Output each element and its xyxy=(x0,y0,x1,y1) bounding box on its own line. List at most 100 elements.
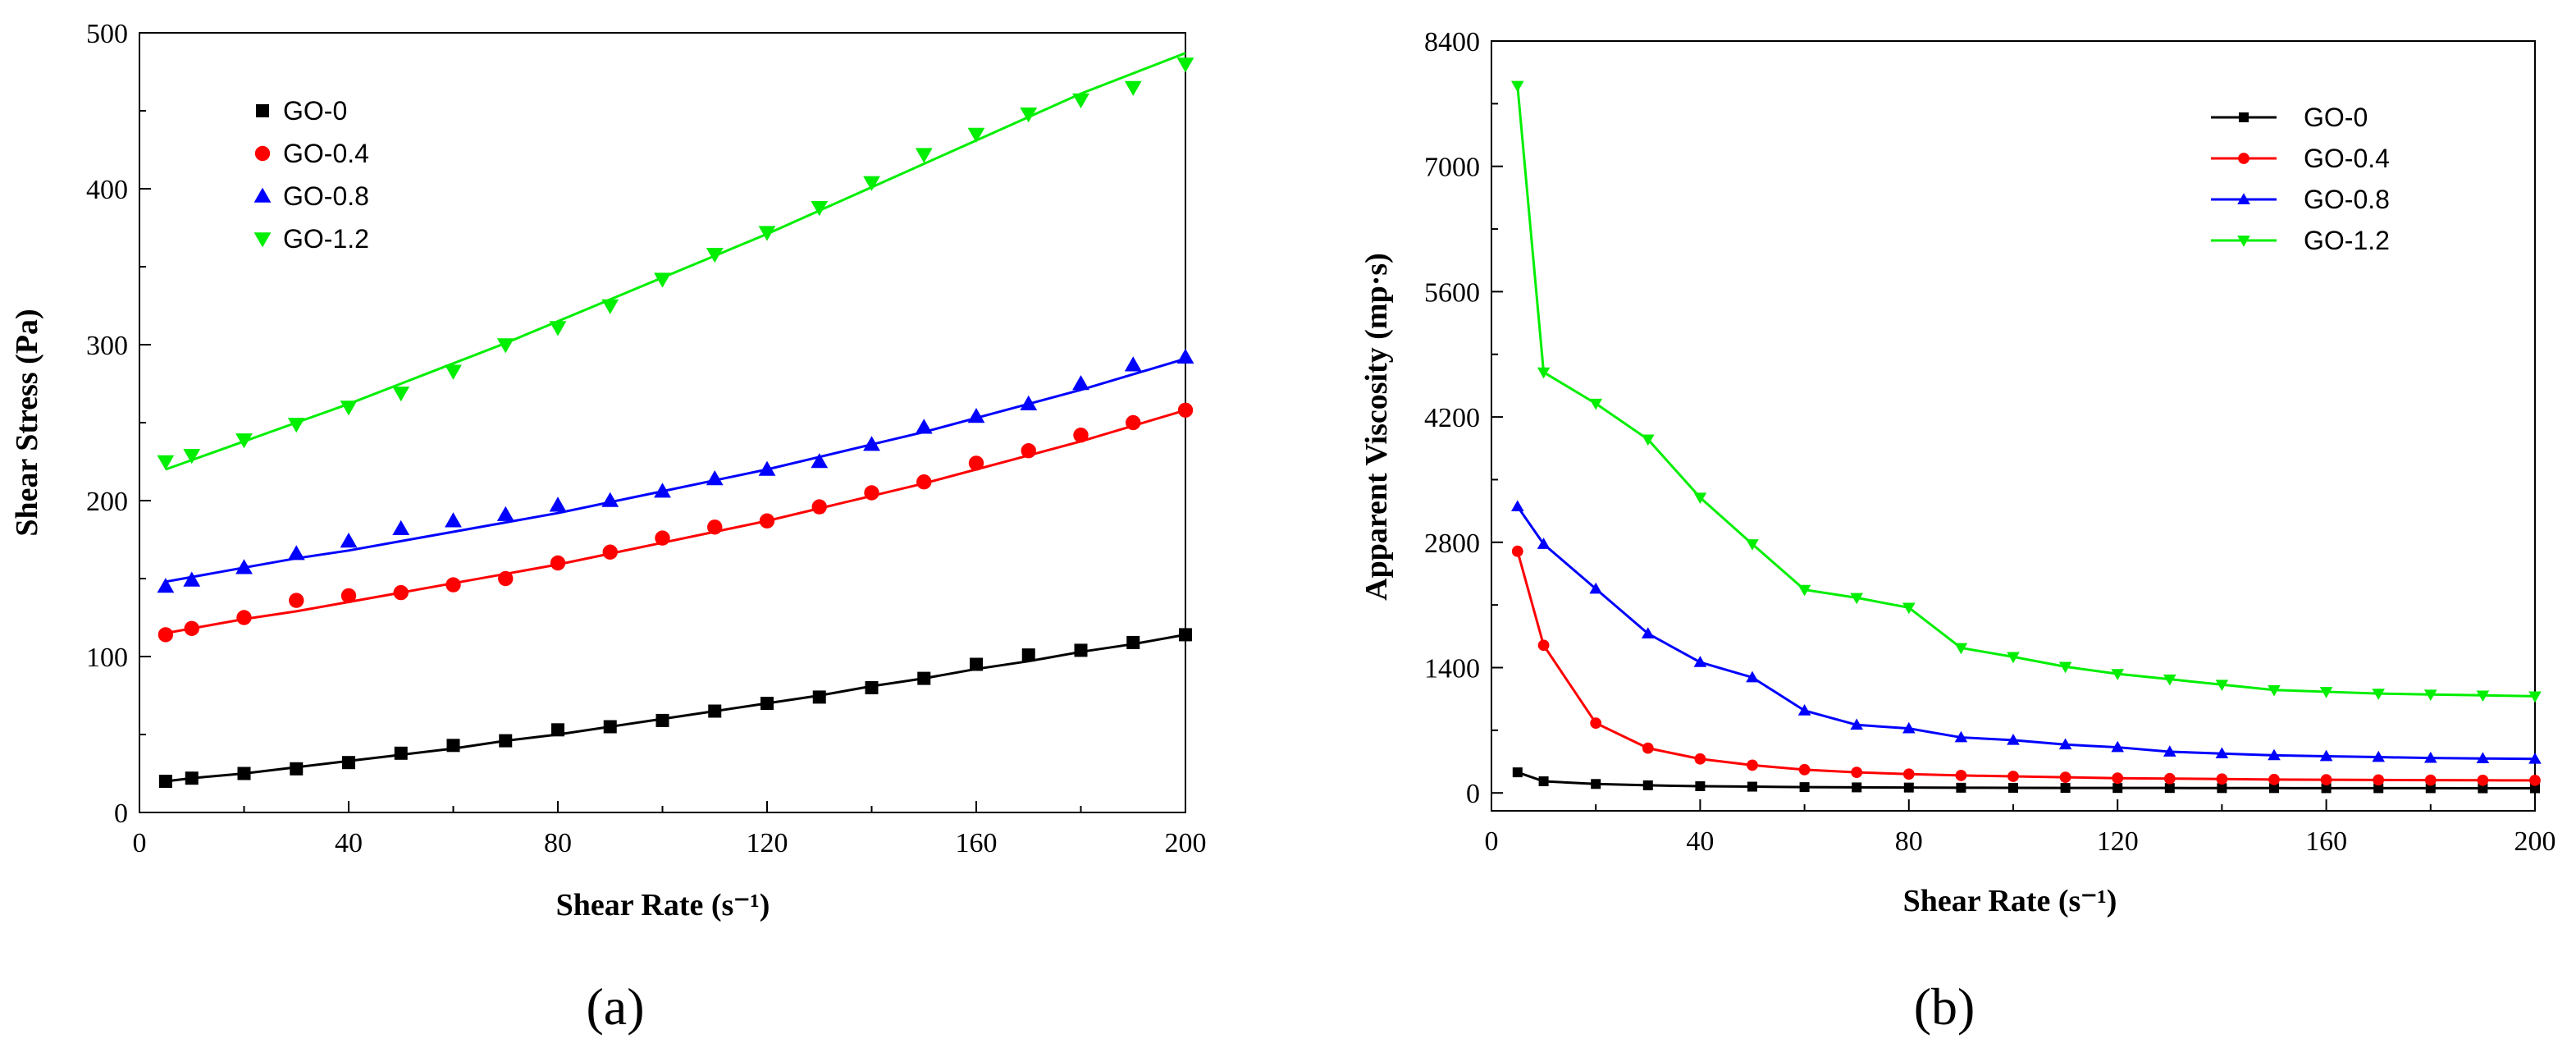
a-point-go-0-8 xyxy=(183,571,201,587)
b-y-tick-label: 7000 xyxy=(1424,153,1480,183)
b-point-go-1-2 xyxy=(2372,689,2385,700)
a-point-go-1-2 xyxy=(157,455,175,470)
a-point-go-0-8 xyxy=(654,483,671,498)
a-point-go-0-4 xyxy=(158,627,174,643)
a-point-go-0-4 xyxy=(759,513,775,529)
a-legend-label-go-0-8: GO-0.8 xyxy=(283,181,369,211)
b-point-go-0 xyxy=(2217,783,2227,794)
b-point-go-0-4 xyxy=(1537,639,1550,652)
b-point-go-0-8 xyxy=(2163,745,2176,757)
b-legend-marker-go-0-8 xyxy=(2237,193,2250,204)
b-point-go-1-2 xyxy=(2268,684,2281,697)
a-point-go-0-8 xyxy=(863,436,880,451)
a-point-go-0-4 xyxy=(184,620,199,636)
chart-b: 0 40 80 120 160 2000140028004200560070008400 … xyxy=(1359,27,2556,1036)
a-point-go-0 xyxy=(708,704,722,718)
b-point-go-0-8 xyxy=(1511,500,1524,512)
b-point-go-1-2 xyxy=(2111,669,2124,680)
b-point-go-0 xyxy=(1852,782,1862,793)
b-x-tick-label: 200 xyxy=(2514,826,2556,857)
b-point-go-1-2 xyxy=(1850,593,1863,605)
a-point-go-0-4 xyxy=(550,555,566,571)
a-point-go-0 xyxy=(917,671,931,685)
a-x-tick-label: 40 xyxy=(335,828,363,858)
a-point-go-0 xyxy=(603,720,617,734)
b-point-go-0-8 xyxy=(2528,752,2542,764)
b-x-tick-label: 160 xyxy=(2305,826,2347,857)
a-point-go-1-2 xyxy=(340,400,358,416)
b-point-go-0 xyxy=(2164,783,2175,794)
chart-b-panel-label: (b) xyxy=(1914,977,1975,1036)
a-point-go-0-4 xyxy=(811,499,827,515)
b-point-go-0 xyxy=(1642,780,1653,790)
a-point-go-0-8 xyxy=(496,506,514,521)
a-point-go-0-8 xyxy=(758,460,776,476)
b-point-go-0 xyxy=(2060,783,2071,794)
b-point-go-0 xyxy=(1903,782,1914,793)
b-point-go-0 xyxy=(2478,783,2488,794)
a-point-go-1-2 xyxy=(1072,93,1089,109)
a-point-go-0-4 xyxy=(236,610,252,625)
a-x-tick-label: 80 xyxy=(544,828,572,858)
a-point-go-0-4 xyxy=(1021,443,1036,459)
chart-a-y-axis-label: Shear Stress (Pa) xyxy=(10,309,44,536)
a-point-go-1-2 xyxy=(967,127,985,143)
b-point-go-0-8 xyxy=(1589,582,1602,594)
a-point-go-0-8 xyxy=(601,492,619,507)
b-point-go-0-8 xyxy=(1693,656,1707,667)
b-point-go-1-2 xyxy=(2058,661,2072,674)
a-point-go-1-2 xyxy=(1020,108,1038,123)
b-x-tick-label: 80 xyxy=(1895,826,1923,857)
b-x-tick-label: 40 xyxy=(1686,826,1714,857)
b-point-go-0-4 xyxy=(2007,771,2019,782)
b-y-tick-label: 2800 xyxy=(1424,529,1480,559)
a-legend-label-go-0: GO-0 xyxy=(283,96,347,126)
a-point-go-0 xyxy=(446,739,460,753)
a-point-go-0-4 xyxy=(498,570,514,587)
a-y-tick-label: 200 xyxy=(86,487,128,517)
chart-b-legend: GO-0 GO-0.4 GO-0.8 GO-1.2 xyxy=(2211,103,2390,255)
b-point-go-0-8 xyxy=(1537,538,1551,549)
a-point-go-0 xyxy=(1179,628,1192,642)
b-point-go-0-8 xyxy=(1642,627,1655,638)
b-point-go-1-2 xyxy=(1797,584,1811,597)
a-point-go-0-4 xyxy=(916,474,932,490)
b-legend-label-go-0-4: GO-0.4 xyxy=(2304,144,2390,173)
b-point-go-0-8 xyxy=(2476,752,2490,764)
b-point-go-0-4 xyxy=(1511,545,1523,557)
b-point-go-0-4 xyxy=(2059,771,2071,783)
a-point-go-0-8 xyxy=(706,470,724,486)
b-point-go-0 xyxy=(1956,782,1966,793)
a-point-go-0-4 xyxy=(602,544,618,560)
a-point-go-1-2 xyxy=(392,387,410,402)
b-point-go-0 xyxy=(1591,779,1601,789)
b-point-go-0 xyxy=(1695,781,1706,792)
b-y-tick-label: 8400 xyxy=(1424,27,1480,57)
a-fit-line-go-0-4 xyxy=(165,409,1186,634)
a-point-go-0 xyxy=(970,657,983,671)
b-point-go-1-2 xyxy=(1511,80,1524,93)
b-point-go-0-8 xyxy=(1746,670,1759,683)
a-legend-marker-go-0 xyxy=(256,104,269,117)
b-y-tick-label: 5600 xyxy=(1424,277,1480,308)
b-point-go-0 xyxy=(2373,783,2384,794)
b-point-go-0-8 xyxy=(2424,751,2437,763)
a-point-go-1-2 xyxy=(1176,57,1194,73)
chart-b-points xyxy=(1511,80,2542,794)
a-point-go-0-4 xyxy=(289,593,304,608)
chart-a: 0 40 80 120 160 200 0 100 200 300 400 500 GO-0 GO-0.… xyxy=(10,19,1207,1036)
b-y-tick-label: 1400 xyxy=(1424,653,1480,684)
a-point-go-0 xyxy=(1021,648,1035,662)
a-legend-label-go-1-2: GO-1.2 xyxy=(283,224,369,254)
b-point-go-0 xyxy=(1799,782,1810,793)
a-point-go-0-4 xyxy=(707,519,723,535)
b-point-go-0-8 xyxy=(2319,749,2333,762)
a-point-go-0-8 xyxy=(392,519,410,535)
a-x-tick-label: 0 xyxy=(133,828,147,858)
b-point-go-0-4 xyxy=(1642,742,1654,754)
a-y-tick-label: 100 xyxy=(86,643,128,673)
b-line-go-0-8 xyxy=(1516,506,2536,761)
b-point-go-0-4 xyxy=(2424,774,2437,786)
b-point-go-0 xyxy=(1538,776,1549,787)
b-point-go-1-2 xyxy=(1954,643,1968,655)
